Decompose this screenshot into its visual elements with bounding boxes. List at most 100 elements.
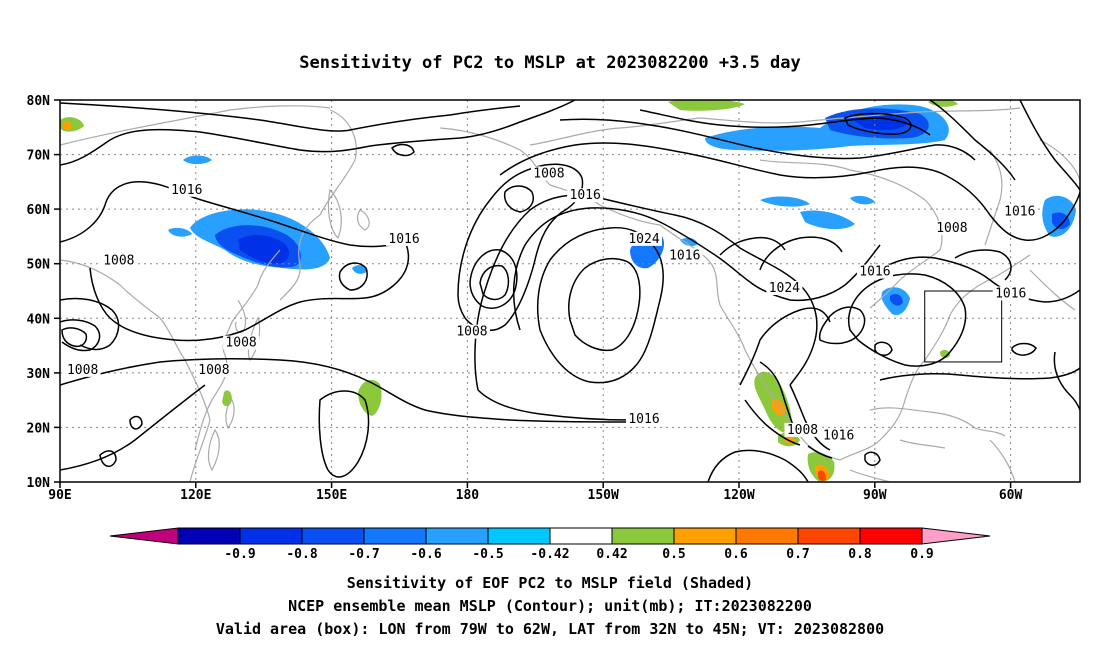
isobar — [60, 100, 576, 166]
contour-label-bg — [933, 220, 970, 235]
colorbar-segment — [797, 527, 861, 545]
coastline — [247, 316, 261, 362]
caption-line-1: Sensitivity of EOF PC2 to MSLP field (Sh… — [347, 574, 753, 592]
colorbar-label: -0.8 — [286, 547, 317, 562]
contour-label: 1024 — [769, 281, 800, 296]
coastline — [899, 439, 946, 449]
isobar — [759, 361, 796, 431]
isobar — [474, 194, 818, 391]
coastline — [869, 249, 941, 309]
isobar — [60, 384, 206, 471]
contour-label-bg — [626, 411, 663, 426]
map-background — [60, 100, 1080, 482]
coastline — [989, 439, 1016, 482]
isobar — [744, 399, 801, 446]
isobar — [99, 450, 117, 467]
coastline — [439, 127, 661, 226]
lon-label: 180 — [456, 488, 480, 503]
lat-label: 10N — [27, 476, 51, 491]
lat-label: 20N — [27, 421, 51, 436]
contour-label-bg — [567, 188, 604, 203]
coastline — [659, 224, 746, 351]
coastline — [699, 107, 1021, 124]
shade-blob — [928, 100, 958, 107]
isobar — [512, 207, 751, 331]
lon-labels: 90E 120E 150E 180 150W 120W 90W 60W — [48, 488, 1022, 503]
lon-label: 90E — [48, 488, 71, 503]
colorbar-arrow-left — [109, 527, 179, 545]
colorbar-segment — [611, 527, 675, 545]
contour-label-bg — [223, 335, 260, 350]
colorbar-segment — [239, 527, 303, 545]
isobar — [338, 262, 368, 291]
coastline — [1039, 139, 1080, 181]
isobar — [954, 249, 1012, 281]
colorbar-label: -0.42 — [530, 547, 569, 562]
shade-blob — [940, 349, 950, 359]
isobar — [844, 112, 912, 135]
shade-blob — [818, 470, 826, 481]
shade-blob — [183, 155, 212, 165]
contour-label: 1016 — [859, 265, 890, 280]
map-title: Sensitivity of PC2 to MSLP at 2023082200… — [299, 53, 801, 73]
isobar — [807, 445, 833, 459]
coastline — [1029, 269, 1076, 311]
isobar — [719, 236, 786, 256]
coastline — [984, 149, 1003, 246]
isobar — [739, 307, 831, 386]
isobar — [479, 264, 510, 301]
isobar — [391, 143, 415, 157]
contour-label: 1016 — [1004, 205, 1035, 220]
isobar — [864, 451, 881, 466]
colorbar-segment — [859, 527, 923, 545]
lon-ticks — [59, 482, 1012, 488]
isobar — [469, 249, 518, 309]
shade-blob — [352, 265, 368, 274]
isobar — [60, 102, 521, 132]
contour-label: 1016 — [628, 412, 659, 427]
shade-blob — [168, 227, 192, 237]
isobar — [568, 257, 641, 352]
coastlines — [60, 105, 1080, 482]
colorbar-label: -0.7 — [348, 547, 379, 562]
contour-label-bg — [453, 324, 490, 339]
coastline — [225, 398, 235, 430]
isobar — [129, 415, 143, 430]
shade-blob — [890, 294, 903, 306]
contour-label-bg — [856, 264, 893, 279]
isobar — [318, 390, 370, 478]
isobar — [559, 118, 976, 161]
coastline — [839, 359, 926, 461]
isobar — [848, 273, 967, 367]
colorbar-label: 0.5 — [662, 547, 685, 562]
contour-label: 1008 — [456, 325, 487, 340]
colorbar-label: 0.6 — [724, 547, 748, 562]
shade-blob — [800, 210, 855, 230]
colorbar-label: 0.7 — [786, 547, 809, 562]
colorbar-label: -0.5 — [472, 547, 503, 562]
colorbar-segment — [363, 527, 427, 545]
contour-label-bg — [992, 286, 1029, 301]
contour-label: 1008 — [225, 336, 256, 351]
lat-ticks — [54, 99, 60, 483]
colorbar-label: -0.6 — [410, 547, 441, 562]
contour-label: 1008 — [103, 254, 134, 269]
lon-label: 150E — [316, 488, 347, 503]
shade-blob — [62, 121, 72, 131]
shade-blob — [1052, 212, 1070, 230]
colorbar-segment — [549, 527, 613, 545]
isobar — [477, 389, 631, 421]
contour-label-bg — [100, 253, 137, 268]
lat-label: 80N — [27, 94, 51, 109]
lon-label: 120W — [723, 488, 754, 503]
captions: Sensitivity of EOF PC2 to MSLP field (Sh… — [216, 574, 884, 638]
colorbar-label: 0.9 — [910, 547, 933, 562]
isobars — [60, 100, 1080, 482]
isobar — [789, 384, 831, 451]
contour-label: 1024 — [628, 232, 659, 247]
colorbar-segment — [487, 527, 551, 545]
lon-label: 90W — [863, 488, 887, 503]
isobar — [1011, 342, 1037, 356]
shade-blob — [238, 235, 290, 264]
isobar — [61, 327, 88, 348]
